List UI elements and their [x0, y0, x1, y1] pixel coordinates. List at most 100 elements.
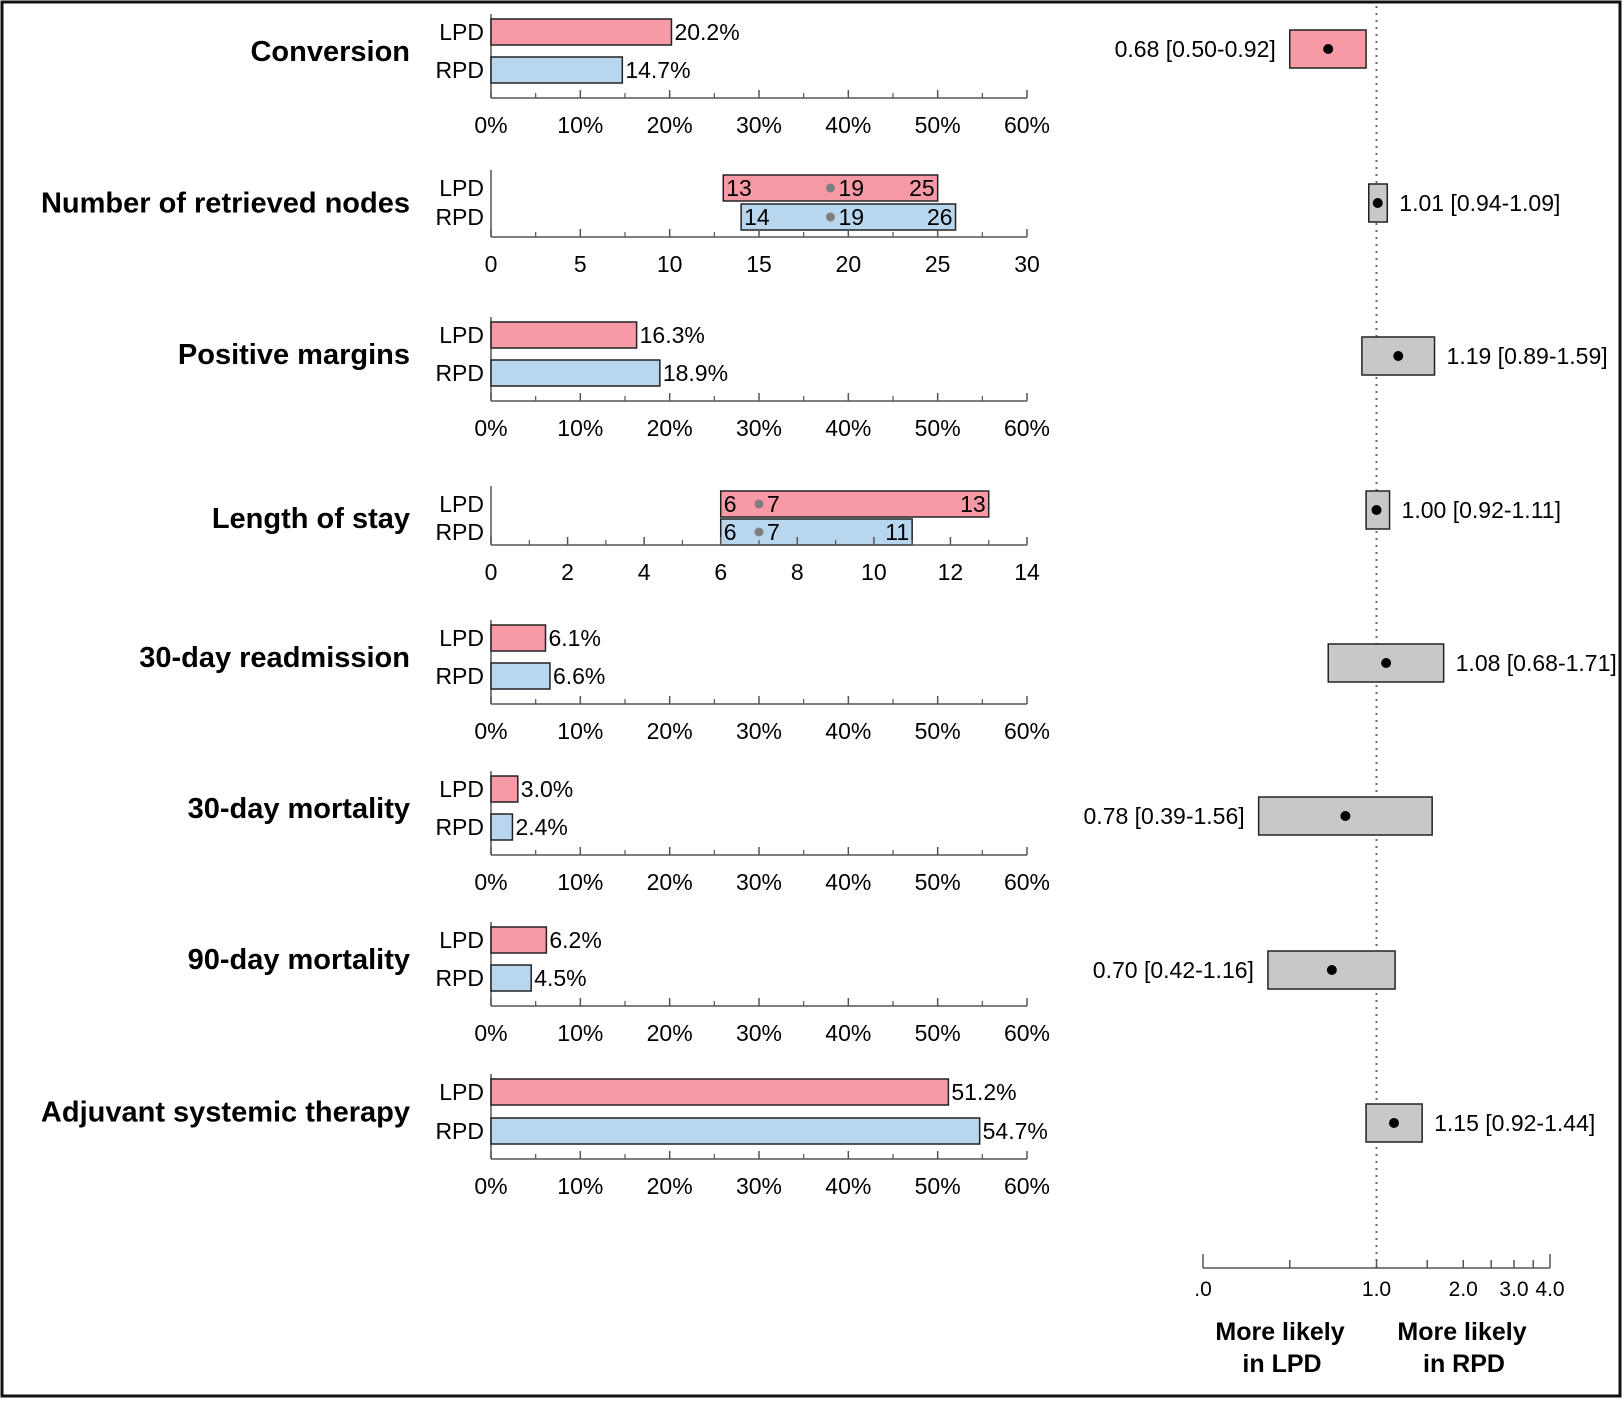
median-marker-rpd [825, 212, 835, 222]
bar-rpd [490, 56, 624, 84]
range-median-label-rpd: 19 [838, 204, 864, 230]
forest-tick-label: 2.0 [1449, 1278, 1478, 1301]
range-median-label-lpd: 7 [767, 491, 780, 517]
forest-tick-label: 4.0 [1535, 1278, 1564, 1301]
x-tick-label: 20% [647, 718, 693, 744]
x-tick-label: 0% [474, 1020, 507, 1046]
bar-value-label-lpd: 3.0% [521, 776, 573, 802]
x-tick-label: 30 [1014, 251, 1040, 277]
x-tick-label: 30% [736, 112, 782, 138]
x-tick-label: 0% [474, 718, 507, 744]
bar-value-label-lpd: 16.3% [640, 322, 705, 348]
bar-value-label-lpd: 6.2% [549, 927, 601, 953]
or-label: 1.15 [0.92-1.44] [1434, 1110, 1595, 1136]
x-tick-label: 20% [647, 869, 693, 895]
x-tick-label: 40% [825, 1020, 871, 1046]
or-point [1340, 811, 1351, 821]
x-tick-label: 30% [736, 869, 782, 895]
x-tick-label: 50% [915, 869, 961, 895]
x-tick-label: 0% [474, 1173, 507, 1199]
category-label-rpd: RPD [435, 57, 484, 83]
bar-value-label-lpd: 20.2% [674, 19, 739, 45]
x-tick-label: 30% [736, 1020, 782, 1046]
range-bar-rpd [740, 203, 957, 231]
panel-title-5: 30-day mortality [188, 793, 410, 825]
or-point [1388, 1118, 1399, 1128]
x-tick-label: 15 [746, 251, 772, 277]
or-point [1323, 44, 1334, 54]
x-tick-label: 30% [736, 718, 782, 744]
x-tick-label: 50% [915, 718, 961, 744]
x-tick-label: 10% [557, 1020, 603, 1046]
x-tick-label: 25 [925, 251, 951, 277]
category-label-rpd: RPD [435, 204, 484, 230]
bar-rpd [490, 964, 532, 992]
x-tick-label: 10 [861, 559, 887, 585]
x-tick-label: 40% [825, 718, 871, 744]
bar-lpd [490, 775, 519, 803]
range-high-label-lpd: 25 [909, 175, 935, 201]
bar-value-label-rpd: 2.4% [515, 814, 567, 840]
x-tick-label: 10 [657, 251, 683, 277]
x-tick-label: 50% [915, 415, 961, 441]
x-tick-label: 10% [557, 415, 603, 441]
x-tick-label: 60% [1004, 1173, 1050, 1199]
range-high-label-rpd: 26 [927, 204, 953, 230]
x-tick-label: 40% [825, 1173, 871, 1199]
or-point [1372, 198, 1383, 208]
ci-box [1289, 29, 1367, 69]
or-point [1393, 351, 1404, 361]
or-label: 0.68 [0.50-0.92] [1115, 36, 1276, 62]
bar-value-label-lpd: 51.2% [951, 1079, 1016, 1105]
x-tick-label: 20% [647, 1173, 693, 1199]
forest-tick-label: 3.0 [1499, 1278, 1528, 1301]
bar-lpd [490, 624, 547, 652]
x-tick-label: 40% [825, 415, 871, 441]
x-tick-label: 60% [1004, 1020, 1050, 1046]
or-label: 0.70 [0.42-1.16] [1093, 957, 1254, 983]
or-label: 1.01 [0.94-1.09] [1399, 190, 1560, 216]
bar-rpd [490, 813, 514, 841]
range-low-label-rpd: 6 [724, 519, 737, 545]
or-label: 1.08 [0.68-1.71] [1456, 650, 1617, 676]
x-tick-label: 20% [647, 415, 693, 441]
bar-lpd [490, 18, 673, 46]
caption-lpd-line1: More likely [1215, 1318, 1344, 1346]
category-label-lpd: LPD [439, 1079, 484, 1105]
category-label-lpd: LPD [439, 625, 484, 651]
category-label-lpd: LPD [439, 322, 484, 348]
x-tick-label: 60% [1004, 869, 1050, 895]
range-high-label-rpd: 11 [885, 519, 909, 545]
bar-rpd [490, 1117, 981, 1145]
or-point [1381, 658, 1392, 668]
bar-value-label-rpd: 6.6% [553, 663, 605, 689]
x-tick-label: 60% [1004, 112, 1050, 138]
bar-value-label-rpd: 14.7% [625, 57, 690, 83]
x-tick-label: 30% [736, 415, 782, 441]
category-label-lpd: LPD [439, 491, 484, 517]
bar-value-label-rpd: 18.9% [663, 360, 728, 386]
panel-title-7: Adjuvant systemic therapy [41, 1097, 410, 1129]
x-tick-label: 20 [836, 251, 862, 277]
bar-value-label-rpd: 4.5% [534, 965, 586, 991]
panel-title-2: Positive margins [178, 339, 410, 371]
range-low-label-lpd: 6 [724, 491, 737, 517]
category-label-lpd: LPD [439, 19, 484, 45]
or-point [1371, 505, 1382, 515]
x-tick-label: 0% [474, 415, 507, 441]
category-label-rpd: RPD [435, 1118, 484, 1144]
x-tick-label: 14 [1014, 559, 1040, 585]
x-tick-label: 60% [1004, 415, 1050, 441]
x-tick-label: 40% [825, 869, 871, 895]
panel-title-3: Length of stay [212, 503, 410, 535]
x-tick-label: 10% [557, 718, 603, 744]
x-tick-label: 12 [938, 559, 964, 585]
x-tick-label: 8 [791, 559, 804, 585]
x-tick-label: 0 [485, 251, 498, 277]
category-label-lpd: LPD [439, 776, 484, 802]
caption-lpd-line2: in LPD [1242, 1350, 1321, 1378]
bar-rpd [490, 359, 661, 387]
x-tick-label: 50% [915, 1173, 961, 1199]
